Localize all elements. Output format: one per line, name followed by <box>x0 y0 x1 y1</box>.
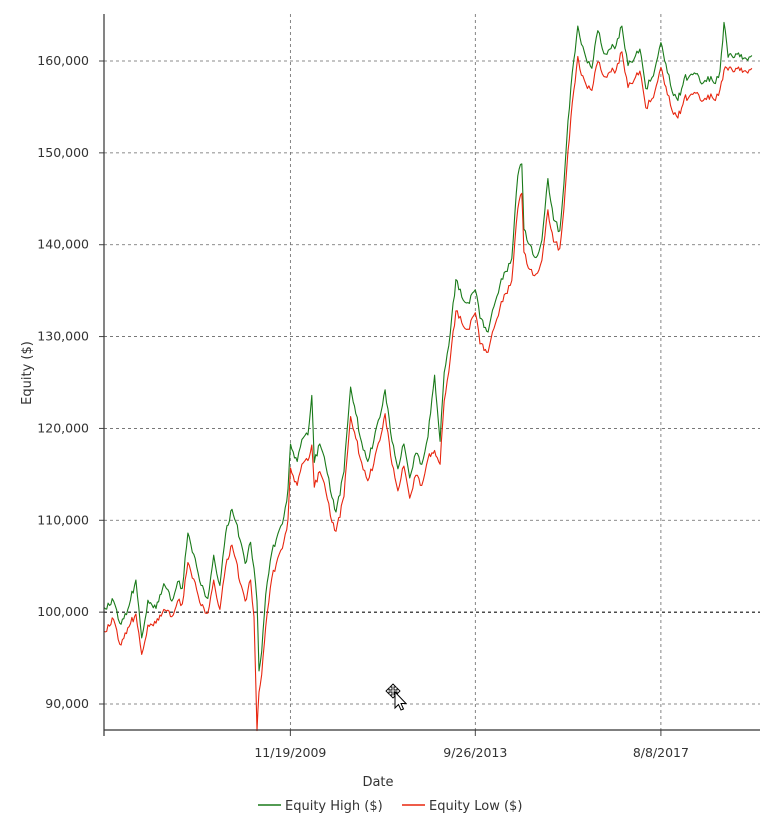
grid-layer <box>104 14 760 730</box>
legend: Equity High ($) Equity Low ($) <box>258 799 522 814</box>
series-line-equity-high <box>103 21 753 672</box>
series-layer <box>103 21 753 732</box>
move-cursor-icon <box>385 683 408 711</box>
y-tick-label: 150,000 <box>37 145 89 160</box>
x-tick-label: 11/19/2009 <box>254 745 326 760</box>
x-tick-label: 9/26/2013 <box>443 745 507 760</box>
y-tick-label: 90,000 <box>45 696 89 711</box>
y-tick-label: 120,000 <box>37 420 89 435</box>
legend-label-equity-low: Equity Low ($) <box>429 799 522 814</box>
axis-layer: 90,000 100,000 110,000 120,000 130,000 140,00… <box>37 14 760 760</box>
series-line-equity-low <box>103 51 753 732</box>
y-axis-title: Equity ($) <box>20 341 35 405</box>
y-tick-label: 100,000 <box>37 604 89 619</box>
x-tick-label: 8/8/2017 <box>633 745 689 760</box>
y-tick-label: 140,000 <box>37 237 89 252</box>
legend-item-equity-low[interactable]: Equity Low ($) <box>402 799 522 814</box>
legend-label-equity-high: Equity High ($) <box>285 799 383 814</box>
x-axis-title: Date <box>362 775 393 790</box>
y-tick-label: 110,000 <box>37 512 89 527</box>
legend-item-equity-high[interactable]: Equity High ($) <box>258 799 383 814</box>
y-tick-label: 160,000 <box>37 53 89 68</box>
y-tick-label: 130,000 <box>37 329 89 344</box>
